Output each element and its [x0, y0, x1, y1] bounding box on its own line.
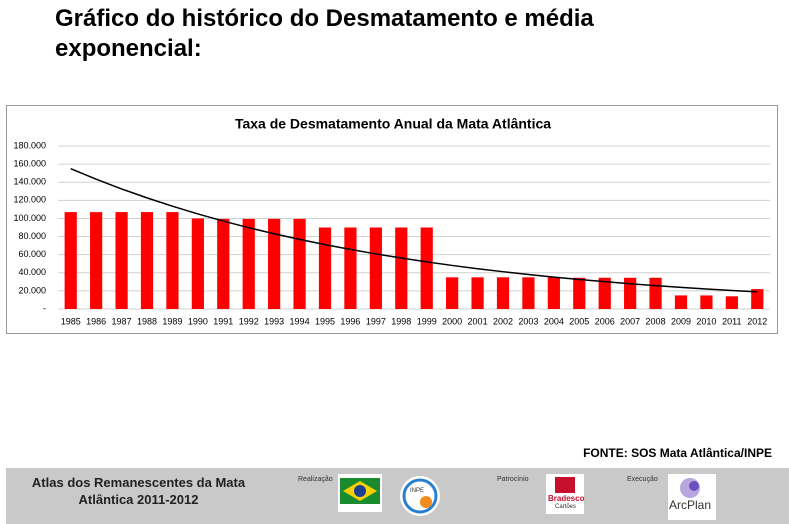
- bar: [395, 227, 408, 309]
- chart-title: Taxa de Desmatamento Anual da Mata Atlân…: [235, 116, 551, 132]
- y-tick-label: 20.000: [18, 285, 46, 295]
- label: Execução: [627, 476, 658, 483]
- bar: [217, 218, 230, 309]
- bar: [522, 277, 535, 309]
- x-tick-label: 2006: [595, 316, 615, 326]
- chart-frame: [6, 105, 778, 334]
- x-tick-label: 1986: [86, 316, 106, 326]
- bar: [547, 277, 560, 309]
- x-tick-label: 2010: [696, 316, 716, 326]
- bar: [115, 212, 128, 309]
- x-tick-label: 2007: [620, 316, 640, 326]
- y-tick-label: 80.000: [18, 231, 46, 241]
- bar: [318, 227, 332, 309]
- x-tick-label: 2002: [493, 316, 513, 326]
- x-tick-label: 1995: [315, 316, 335, 326]
- x-tick-label: 1991: [213, 316, 233, 326]
- bar: [64, 212, 77, 309]
- bar: [725, 296, 738, 309]
- y-tick-label: 60.000: [18, 249, 46, 259]
- x-tick-label: 1997: [366, 316, 386, 326]
- x-tick-label: 2008: [646, 316, 666, 326]
- x-tick-label: 1999: [417, 316, 437, 326]
- bar: [268, 218, 281, 309]
- slide-title: Gráfico do histórico do Desmatamento e m…: [55, 5, 594, 62]
- atlas-title: Atlas dos Remanescentes da Mata: [31, 475, 246, 490]
- y-tick-label: 120.000: [13, 195, 46, 205]
- y-tick-label: 180.000: [13, 140, 46, 150]
- logo-sos: [338, 474, 382, 512]
- bar: [420, 227, 433, 309]
- bar: [446, 277, 459, 309]
- bar: [496, 277, 510, 309]
- x-tick-label: 2005: [569, 316, 589, 326]
- logo-bradesco: [546, 474, 584, 514]
- bar: [191, 218, 204, 309]
- label: Realização: [298, 476, 333, 483]
- source: FONTE: SOS Mata Atlântica/INPE: [583, 446, 772, 460]
- x-tick-label: 1992: [239, 316, 259, 326]
- bar: [90, 212, 103, 309]
- bar: [369, 227, 382, 309]
- y-tick-label: -: [43, 303, 46, 313]
- bar: [344, 227, 357, 309]
- trend-line: [70, 167, 758, 293]
- logo-text: ArcPlan: [669, 498, 712, 512]
- bar: [471, 277, 484, 309]
- logo-text: Bradesco: [548, 494, 585, 503]
- logo-arcplan: [668, 474, 716, 520]
- chart: Taxa de Desmatamento Anual da Mata Atlân…: [6, 105, 778, 334]
- y-tick-label: 160.000: [13, 158, 46, 168]
- bar: [166, 212, 179, 309]
- bar: [573, 277, 586, 309]
- x-tick-label: 1989: [162, 316, 182, 326]
- x-tick-label: 2011: [722, 316, 741, 326]
- x-tick-label: 1996: [340, 316, 360, 326]
- x-tick-label: 1994: [290, 316, 310, 326]
- bar: [242, 218, 255, 309]
- bar: [649, 277, 662, 309]
- bar: [624, 277, 637, 309]
- x-tick-label: 2009: [671, 316, 691, 326]
- atlas-title: Atlântica 2011-2012: [78, 492, 199, 507]
- x-tick-label: 2003: [518, 316, 538, 326]
- x-tick-label: 2000: [442, 316, 462, 326]
- x-tick-label: 1993: [264, 316, 284, 326]
- y-tick-label: 140.000: [13, 177, 46, 187]
- x-tick-label: 1988: [137, 316, 157, 326]
- x-tick-label: 1985: [61, 316, 81, 326]
- x-tick-label: 2004: [544, 316, 564, 326]
- bar: [751, 289, 764, 309]
- logo-text: INPE: [410, 488, 425, 494]
- bar: [700, 295, 713, 309]
- logo-text: Cartões: [555, 504, 577, 510]
- x-tick-label: 1987: [112, 316, 132, 326]
- y-tick-label: 100.000: [13, 213, 46, 223]
- bar: [293, 218, 306, 309]
- bar: [598, 277, 611, 309]
- logo-inpe: [400, 476, 440, 516]
- x-tick-label: 2001: [468, 316, 488, 326]
- x-tick-label: 1998: [391, 316, 411, 326]
- y-tick-label: 40.000: [18, 267, 46, 277]
- bar: [674, 295, 688, 309]
- x-tick-label: 2012: [747, 316, 767, 326]
- label: Patrocínio: [497, 476, 529, 483]
- bar: [140, 212, 154, 309]
- footer: Atlas dos Remanescentes da Mata Atlântic…: [6, 468, 789, 524]
- x-tick-label: 1990: [188, 316, 208, 326]
